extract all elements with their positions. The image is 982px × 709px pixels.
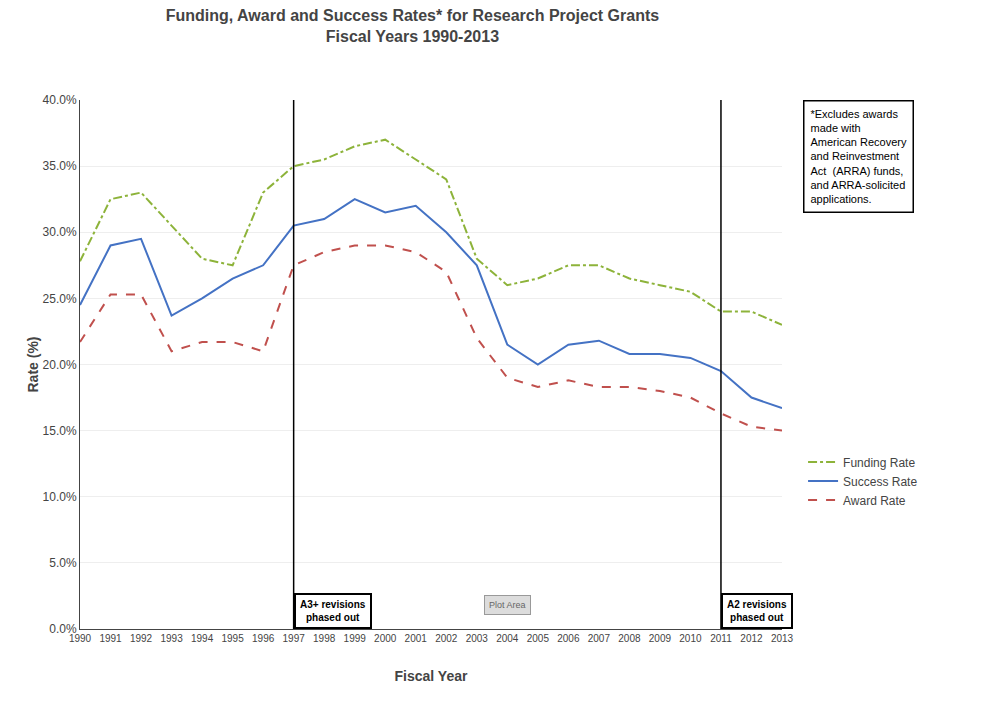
svg-text:2012: 2012 — [740, 633, 763, 644]
svg-text:2008: 2008 — [618, 633, 641, 644]
svg-text:2006: 2006 — [557, 633, 580, 644]
svg-text:Funding Rate: Funding Rate — [843, 456, 915, 470]
svg-text:2011: 2011 — [710, 633, 732, 644]
svg-text:A3+ revisionsphased out: A3+ revisionsphased out — [300, 599, 366, 623]
svg-text:2010: 2010 — [679, 633, 702, 644]
svg-text:20.0%: 20.0% — [43, 358, 77, 372]
svg-text:Award Rate: Award Rate — [843, 494, 906, 508]
svg-text:25.0%: 25.0% — [43, 292, 77, 306]
svg-text:30.0%: 30.0% — [43, 225, 77, 239]
svg-text:35.0%: 35.0% — [43, 159, 77, 173]
svg-text:10.0%: 10.0% — [43, 490, 77, 504]
svg-text:5.0%: 5.0% — [49, 556, 77, 570]
svg-text:Plot Area: Plot Area — [489, 600, 526, 610]
svg-text:2001: 2001 — [405, 633, 428, 644]
svg-text:Fiscal Year: Fiscal Year — [395, 668, 468, 684]
svg-text:2000: 2000 — [374, 633, 397, 644]
svg-text:1995: 1995 — [221, 633, 244, 644]
svg-text:1992: 1992 — [130, 633, 153, 644]
svg-text:1991: 1991 — [99, 633, 122, 644]
svg-text:Rate (%): Rate (%) — [25, 336, 41, 392]
svg-text:1994: 1994 — [191, 633, 214, 644]
svg-text:2005: 2005 — [527, 633, 550, 644]
svg-text:1996: 1996 — [252, 633, 275, 644]
svg-text:1993: 1993 — [160, 633, 183, 644]
svg-text:2002: 2002 — [435, 633, 458, 644]
svg-text:Funding, Award and Success Rat: Funding, Award and Success Rates* for Re… — [166, 7, 660, 45]
svg-text:2013: 2013 — [771, 633, 794, 644]
svg-text:40.0%: 40.0% — [43, 93, 77, 107]
svg-text:1999: 1999 — [344, 633, 367, 644]
svg-text:2003: 2003 — [466, 633, 489, 644]
svg-text:A2 revisionsphased out: A2 revisionsphased out — [727, 599, 787, 623]
svg-text:1990: 1990 — [69, 633, 92, 644]
svg-text:2007: 2007 — [588, 633, 611, 644]
svg-text:1997: 1997 — [283, 633, 306, 644]
svg-text:2004: 2004 — [496, 633, 519, 644]
svg-text:0.0%: 0.0% — [49, 622, 77, 636]
svg-text:2009: 2009 — [649, 633, 672, 644]
svg-text:Success Rate: Success Rate — [843, 475, 917, 489]
svg-text:15.0%: 15.0% — [43, 424, 77, 438]
svg-text:1998: 1998 — [313, 633, 336, 644]
svg-text:*Excludes awardsmade withAmeri: *Excludes awardsmade withAmerican Recove… — [811, 108, 907, 206]
